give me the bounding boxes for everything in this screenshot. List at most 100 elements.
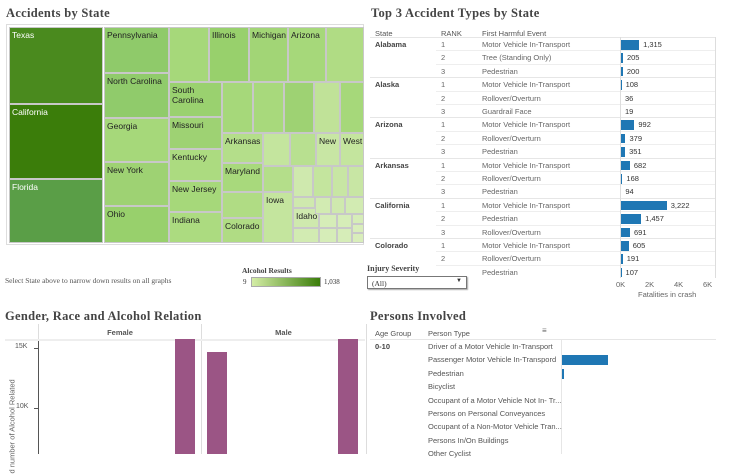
treemap-tile-ohio[interactable]: Ohio (104, 206, 169, 243)
person-type-row[interactable]: Bicyclist (428, 382, 456, 392)
treemap-tile-new-jersey[interactable]: New Jersey (169, 181, 222, 212)
person-type-row[interactable]: Persons on Personal Conveyances (428, 409, 546, 418)
treemap-tile[interactable] (326, 27, 364, 82)
treemap-tile-idaho[interactable]: Idaho (293, 208, 319, 228)
treemap-tile-colorado[interactable]: Colorado (222, 218, 263, 243)
treemap-tile[interactable] (319, 214, 337, 228)
treemap-tile[interactable] (319, 228, 337, 243)
table-row[interactable]: 2 Rollover/Overturn 36 (436, 90, 716, 104)
treemap-tile[interactable] (332, 166, 348, 197)
table-row[interactable]: Alabama 1 Motor Vehicle In-Transport 1,3… (370, 37, 716, 50)
treemap-tile[interactable] (222, 82, 253, 133)
person-type-row[interactable]: Occupant of a Non-Motor Vehicle Tran... (428, 422, 562, 432)
treemap-tile[interactable] (345, 197, 364, 214)
persons-header-divider (370, 339, 716, 340)
treemap-tile[interactable] (315, 197, 331, 214)
treemap-tile[interactable] (331, 197, 345, 214)
treemap-tile[interactable] (352, 224, 364, 233)
table-row[interactable]: 3 Pedestrian 351 (436, 144, 716, 157)
treemap-tile-maryland[interactable]: Maryland (222, 163, 263, 192)
alcohol-bar-male[interactable] (338, 339, 358, 454)
table-row[interactable]: 3 Rollover/Overturn 691 (436, 224, 716, 238)
treemap-tile[interactable] (293, 197, 315, 208)
table-row[interactable]: Pedestrian 107 (436, 264, 716, 278)
treemap-tile[interactable] (314, 82, 340, 133)
fatalities-bar[interactable] (620, 120, 635, 130)
event-cell: Rollover/Overturn (482, 227, 541, 237)
injury-severity-select[interactable]: (All) ▼ (367, 276, 467, 289)
sort-icon[interactable]: ≡ (542, 326, 547, 335)
treemap-tile-new-york[interactable]: New York (104, 162, 169, 206)
person-type-row[interactable]: Driver of a Motor Vehicle In-Transport (428, 342, 553, 351)
person-type-row[interactable]: Pedestrian (428, 368, 464, 378)
alcohol-bar-female[interactable] (175, 339, 195, 454)
fatalities-bar[interactable] (620, 147, 626, 157)
treemap-tile-michigan[interactable]: Michigan (249, 27, 288, 82)
treemap-tile-missouri[interactable]: Missouri (169, 117, 222, 149)
table-row[interactable]: 3 Pedestrian 94 (436, 184, 716, 197)
fatalities-bar[interactable] (620, 40, 640, 50)
treemap-tile-south-carolina[interactable]: South Carolina (169, 82, 222, 117)
treemap-tile[interactable] (263, 133, 290, 166)
treemap-tile[interactable] (337, 228, 352, 243)
table-row[interactable]: 2 Tree (Standing Only) 205 (436, 50, 716, 63)
treemap-tile[interactable] (337, 214, 352, 228)
fatalities-bar[interactable] (620, 200, 667, 211)
table-row[interactable]: 2 Rollover/Overturn 191 (436, 251, 716, 264)
table-row[interactable]: 2 Rollover/Overturn 379 (436, 130, 716, 144)
treemap-tile[interactable] (169, 27, 209, 82)
treemap-tile[interactable] (340, 82, 364, 133)
treemap-tile-florida[interactable]: Florida (9, 179, 103, 243)
treemap-tile[interactable] (293, 228, 319, 243)
treemap-tile-illinois[interactable]: Illinois (209, 27, 249, 82)
treemap-tile[interactable] (253, 82, 284, 133)
treemap-tile[interactable] (284, 82, 314, 133)
treemap-tile[interactable] (290, 133, 316, 166)
table-row[interactable]: 2 Pedestrian 1,457 (436, 211, 716, 224)
persons-bar[interactable] (562, 355, 608, 366)
table-row[interactable]: 3 Guardrail Face 19 (436, 104, 716, 117)
treemap-tile[interactable] (313, 166, 332, 197)
fatalities-bar[interactable] (620, 53, 623, 63)
treemap-tile-west[interactable]: West (340, 133, 364, 166)
table-row[interactable]: California 1 Motor Vehicle In-Transport … (370, 197, 716, 211)
treemap-tile-arkansas[interactable]: Arkansas (222, 133, 263, 163)
persons-bar[interactable] (562, 368, 564, 379)
person-type-row[interactable]: Persons In/On Buildings (428, 435, 509, 445)
treemap-tile-north-carolina[interactable]: North Carolina (104, 73, 169, 118)
treemap-tile-texas[interactable]: Texas (9, 27, 103, 104)
table-row[interactable]: 3 Pedestrian 200 (436, 63, 716, 77)
treemap-tile-kentucky[interactable]: Kentucky (169, 149, 222, 181)
treemap-tile-california[interactable]: California (9, 104, 103, 179)
alcohol-bar-male[interactable] (207, 351, 227, 454)
treemap-tile[interactable] (352, 233, 364, 243)
treemap-tile-iowa[interactable]: Iowa (263, 192, 293, 243)
header-state: State (375, 29, 393, 38)
treemap-tile-arizona[interactable]: Arizona (288, 27, 326, 82)
treemap-tile[interactable] (348, 166, 364, 197)
header-person-type: Person Type (428, 329, 470, 338)
fatalities-bar[interactable] (620, 227, 631, 238)
treemap-tile[interactable] (352, 214, 364, 224)
table-row[interactable]: Arizona 1 Motor Vehicle In-Transport 992 (370, 117, 716, 130)
treemap-tile-pennsylvania[interactable]: Pennsylvania (104, 27, 169, 73)
treemap-tile-new[interactable]: New (316, 133, 340, 166)
fatalities-bar[interactable] (620, 66, 623, 77)
table-row[interactable]: Alaska 1 Motor Vehicle In-Transport 108 (370, 77, 716, 90)
treemap-tile[interactable] (263, 166, 293, 192)
fatalities-bar[interactable] (620, 241, 629, 251)
treemap-tile[interactable] (222, 192, 263, 218)
table-row[interactable]: Arkansas 1 Motor Vehicle In-Transport 68… (370, 157, 716, 171)
fatalities-bar[interactable] (620, 133, 626, 144)
table-row[interactable]: 2 Rollover/Overturn 168 (436, 171, 716, 184)
treemap-tile[interactable] (293, 166, 313, 197)
treemap-tile-georgia[interactable]: Georgia (104, 118, 169, 162)
person-type-row[interactable]: Passenger Motor Vehicle In-Transpord (428, 355, 557, 365)
fatalities-bar[interactable] (620, 254, 623, 264)
fatalities-bar[interactable] (620, 174, 623, 184)
treemap-tile-indiana[interactable]: Indiana (169, 212, 222, 243)
fatalities-bar[interactable] (620, 214, 642, 224)
table-row[interactable]: Colorado 1 Motor Vehicle In-Transport 60… (370, 238, 716, 251)
fatalities-bar[interactable] (620, 160, 630, 171)
person-type-row[interactable]: Occupant of a Motor Vehicle Not In- Tr..… (428, 395, 562, 405)
